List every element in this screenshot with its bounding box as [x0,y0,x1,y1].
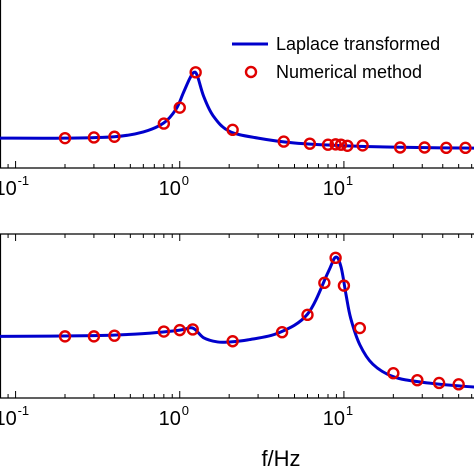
data-point-numerical [87,330,101,343]
x-tick-label-base: 10 [159,178,181,200]
legend-label-numerical: Numerical method [276,62,422,82]
data-point-numerical [87,131,101,144]
x-tick-label-exponent: 1 [346,403,353,418]
data-point-numerical [157,117,171,130]
x-tick-label-exponent: 0 [182,403,189,418]
data-point-numerical [393,141,407,154]
x-tick-label-exponent: 0 [182,173,189,188]
series-line-laplace [0,70,474,150]
data-point-numerical [226,335,239,348]
x-tick-label-base: 10 [323,178,345,200]
data-point-numerical [440,141,453,155]
data-point-numerical [186,323,199,336]
data-point-numerical [418,141,431,154]
data-point-numerical [334,138,348,151]
data-point-numerical [275,326,289,339]
x-tick-label-base: 10 [323,408,345,430]
data-point-numerical [459,141,472,155]
data-point-numerical [157,325,171,338]
x-tick-label-exponent: 1 [346,173,353,188]
data-point-numerical [108,329,121,342]
data-point-numerical [432,376,446,390]
data-point-numerical [411,373,424,387]
data-point-numerical [277,135,290,148]
data-point-numerical [226,123,239,137]
data-point-numerical [329,138,342,151]
data-point-numerical [387,367,400,380]
data-point-numerical [337,279,351,292]
x-tick-label-exponent: -1 [18,173,30,188]
data-point-numerical [58,330,72,343]
data-point-numerical [321,138,335,151]
data-point-numerical [303,137,317,150]
plot-panel-2: 10 -1 10 0 10 1f/Hz [0,233,474,471]
data-point-numerical [108,130,121,143]
x-tick-label-base: 10 [0,178,17,200]
data-point-numerical [173,323,186,337]
data-point-numerical [452,378,465,391]
x-tick-label-exponent: -1 [18,403,30,418]
data-point-numerical [189,66,202,79]
data-point-numerical [341,139,354,152]
legend: Laplace transformed Numerical method [232,34,440,82]
legend-label-laplace: Laplace transformed [276,34,440,54]
data-point-numerical [301,308,314,322]
data-point-numerical [356,139,369,152]
data-point-numerical [329,251,342,265]
x-tick-label-base: 10 [159,408,181,430]
data-point-numerical [353,321,367,335]
legend-marker-swatch [244,65,258,79]
x-axis-label: f/Hz [261,446,300,471]
x-tick-label-base: 10 [0,408,17,430]
series-line-laplace [0,255,474,389]
data-point-numerical [173,101,186,114]
data-point-numerical [318,276,331,290]
data-point-numerical [58,131,72,145]
